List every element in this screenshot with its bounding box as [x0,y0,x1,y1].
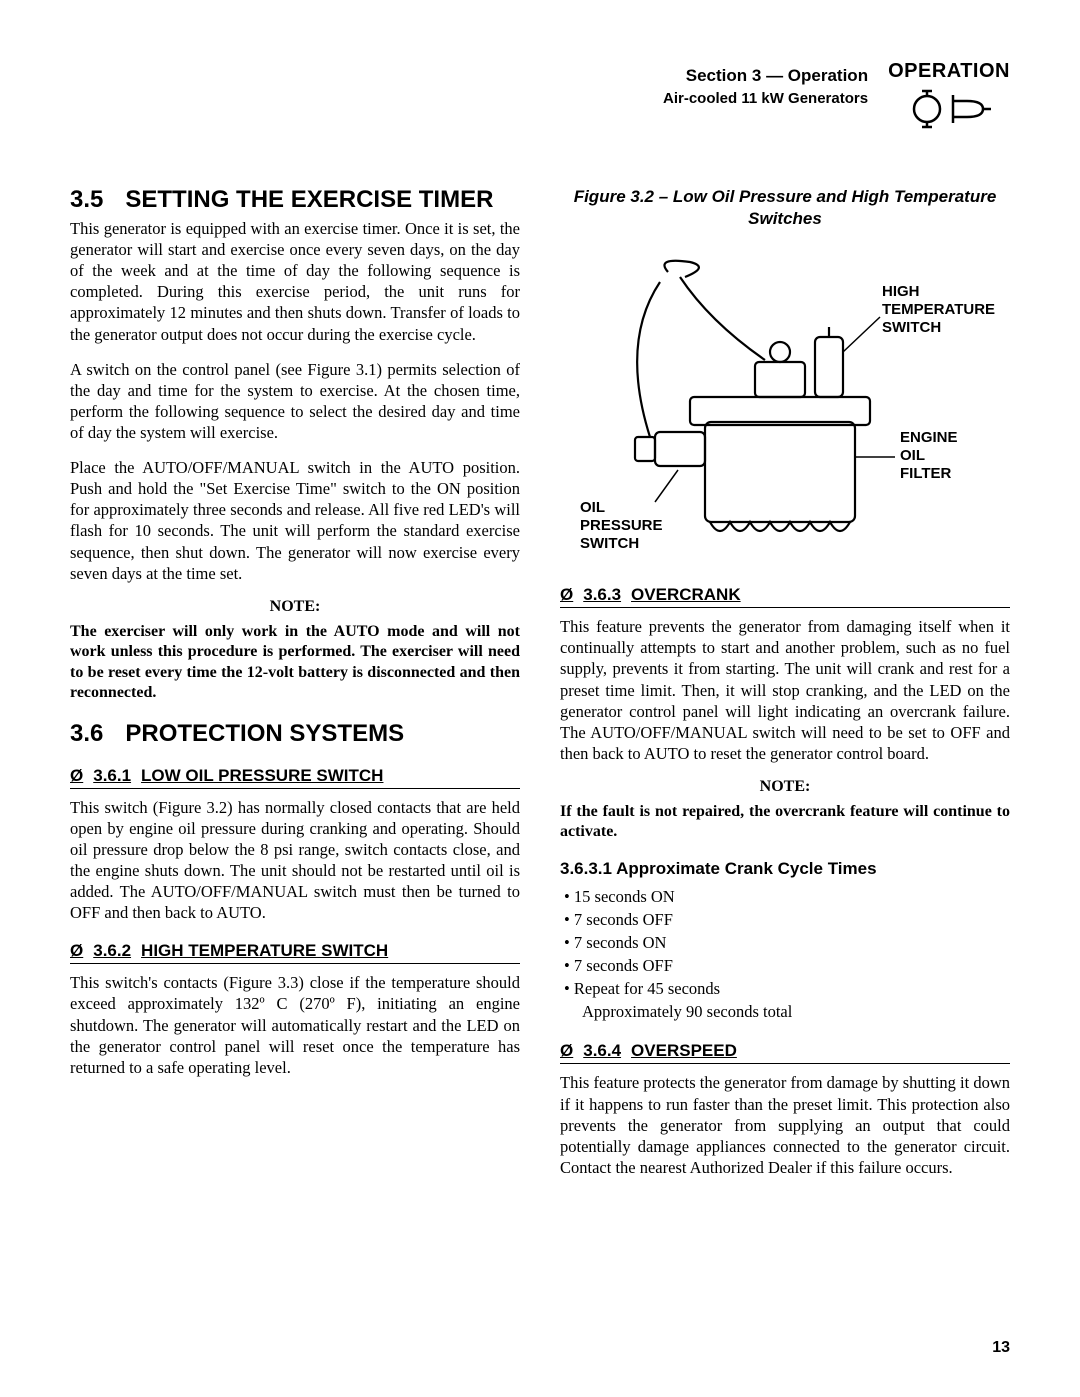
para-3-5-1: This generator is equipped with an exerc… [70,218,520,345]
header-text: Section 3 — Operation Air-cooled 11 kW G… [663,60,868,107]
heading-3-6-3: Ø 3.6.3 OVERCRANK [560,585,1010,608]
heading-text: OVERSPEED [631,1041,737,1061]
note-3-6-3: If the fault is not repaired, the overcr… [560,802,1010,843]
para-3-6-2: This switch's contacts (Figure 3.3) clos… [70,972,520,1078]
heading-3-6: 3.6 PROTECTION SYSTEMS [70,720,520,748]
heading-3-6-3-1: 3.6.3.1 Approximate Crank Cycle Times [560,859,1010,879]
para-3-6-4: This feature protects the generator from… [560,1072,1010,1178]
svg-text:OIL: OIL [580,499,605,516]
svg-text:PRESSURE: PRESSURE [580,517,663,534]
heading-num: 3.6.3 [583,585,621,605]
heading-text: PROTECTION SYSTEMS [125,720,404,748]
heading-3-6-4: Ø 3.6.4 OVERSPEED [560,1041,1010,1064]
cycle-item: 7 seconds ON [564,931,1010,954]
left-column: 3.5 SETTING THE EXERCISE TIMER This gene… [70,186,520,1192]
svg-text:FILTER: FILTER [900,465,952,482]
svg-text:OIL: OIL [900,447,925,464]
heading-3-6-1: Ø 3.6.1 LOW OIL PRESSURE SWITCH [70,766,520,789]
section-line: Section 3 — Operation [663,66,868,86]
svg-text:ENGINE: ENGINE [900,429,958,446]
cycle-item: 7 seconds OFF [564,954,1010,977]
bullet-symbol: Ø [560,1041,573,1061]
note-3-5: The exerciser will only work in the AUTO… [70,622,520,704]
heading-num: 3.5 [70,186,103,214]
heading-num: 3.6.1 [93,766,131,786]
heading-3-6-2: Ø 3.6.2 HIGH TEMPERATURE SWITCH [70,941,520,964]
cycle-item: 7 seconds OFF [564,908,1010,931]
cycle-item: Repeat for 45 seconds [564,977,1010,1000]
note-label: NOTE: [560,778,1010,796]
heading-3-5: 3.5 SETTING THE EXERCISE TIMER [70,186,520,214]
page-number: 13 [992,1339,1010,1357]
heading-num: 3.6.4 [583,1041,621,1061]
heading-num: 3.6.2 [93,941,131,961]
bullet-symbol: Ø [70,766,83,786]
heading-text: LOW OIL PRESSURE SWITCH [141,766,383,786]
figure-caption-text: Figure 3.2 – Low Oil Pressure and High T… [574,187,997,228]
operation-badge: OPERATION [888,60,1010,136]
right-column: Figure 3.2 – Low Oil Pressure and High T… [560,186,1010,1192]
para-3-5-3: Place the AUTO/OFF/MANUAL switch in the … [70,457,520,584]
operation-title: OPERATION [888,60,1010,83]
heading-num: 3.6 [70,720,103,748]
cycle-item: 15 seconds ON [564,885,1010,908]
heading-text: OVERCRANK [631,585,741,605]
figure-caption: Figure 3.2 – Low Oil Pressure and High T… [560,186,1010,230]
para-3-6-3: This feature prevents the generator from… [560,616,1010,764]
cycle-total: Approximately 90 seconds total [564,1000,1010,1023]
svg-text:TEMPERATURE: TEMPERATURE [882,301,995,318]
bullet-symbol: Ø [70,941,83,961]
bullet-symbol: Ø [560,585,573,605]
heading-text: HIGH TEMPERATURE SWITCH [141,941,388,961]
note-label: NOTE: [70,598,520,616]
subtitle-line: Air-cooled 11 kW Generators [663,90,868,107]
content-columns: 3.5 SETTING THE EXERCISE TIMER This gene… [70,186,1010,1192]
operation-icons [888,87,1010,136]
svg-text:SWITCH: SWITCH [882,319,941,336]
figure-3-2: HIGH TEMPERATURE SWITCH ENGINE OIL FILTE… [560,242,1010,567]
svg-text:SWITCH: SWITCH [580,535,639,552]
page-header: Section 3 — Operation Air-cooled 11 kW G… [70,60,1010,136]
heading-text: SETTING THE EXERCISE TIMER [125,186,493,214]
para-3-6-1: This switch (Figure 3.2) has normally cl… [70,797,520,924]
crank-cycle-list: 15 seconds ON 7 seconds OFF 7 seconds ON… [560,885,1010,1024]
para-3-5-2: A switch on the control panel (see Figur… [70,359,520,443]
svg-text:HIGH: HIGH [882,283,920,300]
